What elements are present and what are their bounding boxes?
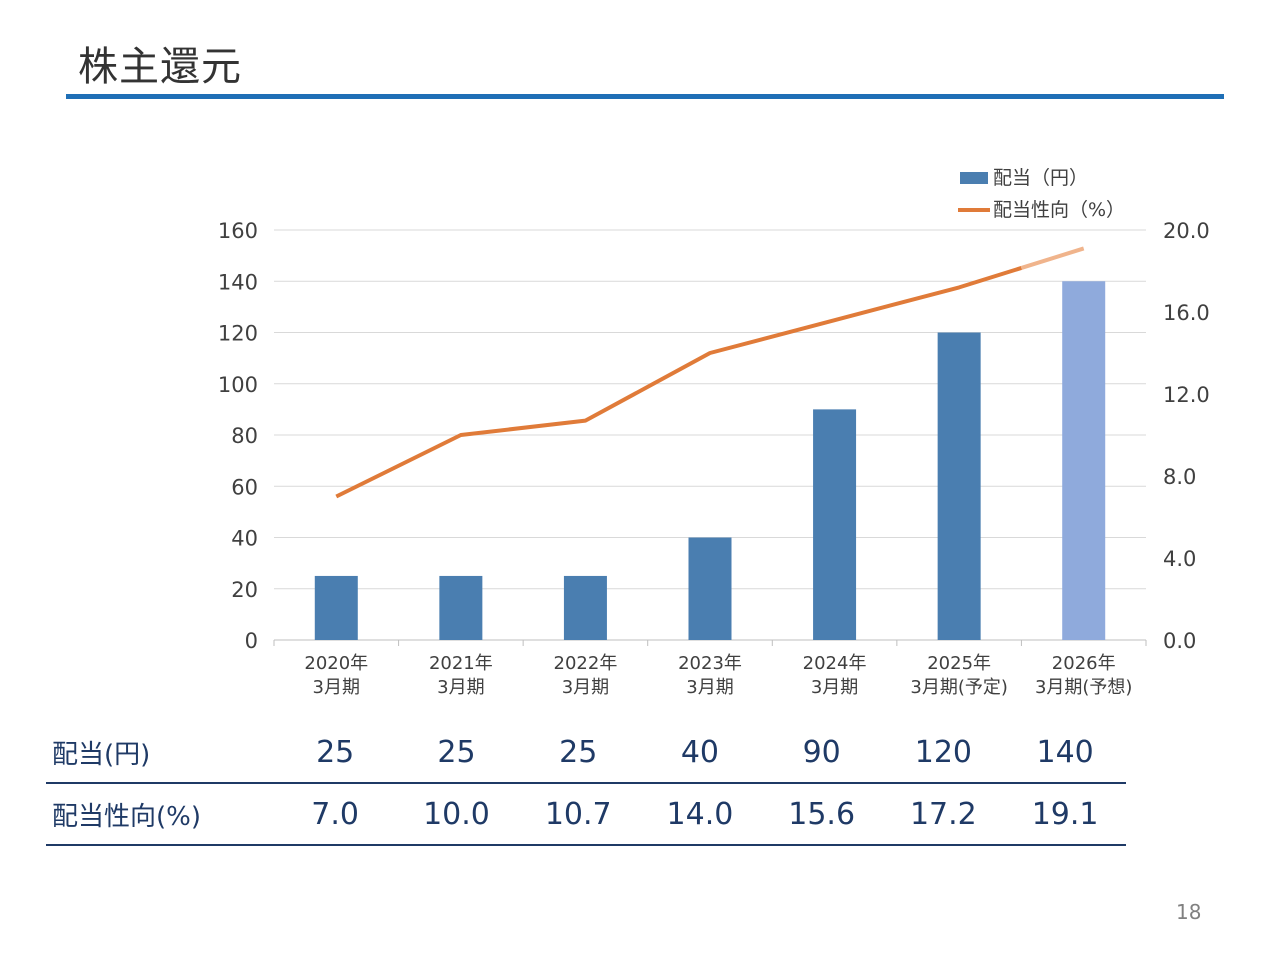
left-axis-tick-label: 0 — [245, 629, 258, 653]
legend-label-dividend: 配当（円） — [993, 167, 1088, 189]
table-row-payout-ratio: 配当性向(%) 7.0 10.0 10.7 14.0 15.6 17.2 19.… — [46, 783, 1126, 846]
left-axis-tick-label: 20 — [231, 578, 258, 602]
dividend-table: 配当(円) 25 25 25 40 90 120 140 配当性向(%) 7.0… — [46, 722, 1126, 846]
row-label-dividend: 配当(円) — [46, 722, 275, 784]
category-label: 3月期 — [562, 677, 609, 698]
table-cell: 25 — [274, 722, 396, 784]
left-axis-tick-label: 60 — [231, 475, 258, 499]
legend-label-payout-ratio: 配当性向（%） — [993, 199, 1125, 221]
category-label: 2022年 — [554, 653, 618, 674]
left-axis-tick-label: 100 — [218, 373, 258, 397]
bar — [688, 537, 732, 640]
table-cell: 25 — [517, 722, 640, 784]
series-line-payout-ratio-forecast — [1020, 246, 1085, 270]
bar — [563, 575, 607, 640]
table-cell: 90 — [760, 722, 883, 784]
table-cell: 14.0 — [639, 783, 761, 846]
category-label: 3月期 — [437, 677, 484, 698]
page-title: 株主還元 — [78, 44, 242, 90]
table-cell: 25 — [395, 722, 518, 784]
dividend-chart: 0 20 40 60 80 100 120 140 160 0.0 4.0 8.0 12.0 16.0 20… — [218, 167, 1210, 698]
right-axis-tick-label: 20.0 — [1163, 219, 1210, 243]
legend-swatch-dividend — [960, 172, 988, 184]
table-cell: 140 — [1004, 722, 1126, 784]
table-cell: 19.1 — [1004, 783, 1126, 846]
row-label-payout-ratio: 配当性向(%) — [46, 783, 275, 846]
right-axis-tick-label: 16.0 — [1163, 301, 1210, 325]
title-rule — [66, 94, 1224, 99]
category-label: 2025年 — [927, 653, 991, 674]
category-label: 2026年 — [1052, 653, 1116, 674]
left-axis-tick-label: 140 — [218, 270, 258, 294]
category-label: 2024年 — [803, 653, 867, 674]
category-label: 3月期 — [811, 677, 858, 698]
right-axis-tick-label: 0.0 — [1163, 629, 1196, 653]
table-row-dividend: 配当(円) 25 25 25 40 90 120 140 — [46, 722, 1126, 784]
table-cell: 10.7 — [517, 783, 640, 846]
left-axis-tick-label: 160 — [218, 219, 258, 243]
category-label: 2020年 — [304, 653, 368, 674]
table-cell: 40 — [639, 722, 761, 784]
page-number: 18 — [1176, 900, 1202, 924]
bar — [937, 332, 981, 640]
right-axis-tick-label: 12.0 — [1163, 383, 1210, 407]
bar — [439, 575, 483, 640]
category-label: 3月期(予想) — [1035, 677, 1133, 698]
series-line-payout-ratio — [335, 266, 1023, 499]
left-axis-tick-label: 40 — [231, 527, 258, 551]
table-cell: 17.2 — [882, 783, 1005, 846]
category-label: 3月期(予定) — [910, 677, 1008, 698]
category-label: 3月期 — [313, 677, 360, 698]
table-cell: 120 — [882, 722, 1005, 784]
right-axis-tick-label: 4.0 — [1163, 547, 1196, 571]
table-cell: 10.0 — [395, 783, 518, 846]
bar — [314, 575, 358, 640]
table-cell: 15.6 — [760, 783, 883, 846]
bar — [813, 409, 857, 640]
table-cell: 7.0 — [274, 783, 396, 846]
left-axis-tick-label: 80 — [231, 424, 258, 448]
left-axis-tick-label: 120 — [218, 322, 258, 346]
category-label: 3月期 — [686, 677, 733, 698]
bar — [1062, 281, 1106, 640]
category-label: 2023年 — [678, 653, 742, 674]
category-label: 2021年 — [429, 653, 493, 674]
right-axis-tick-label: 8.0 — [1163, 465, 1196, 489]
